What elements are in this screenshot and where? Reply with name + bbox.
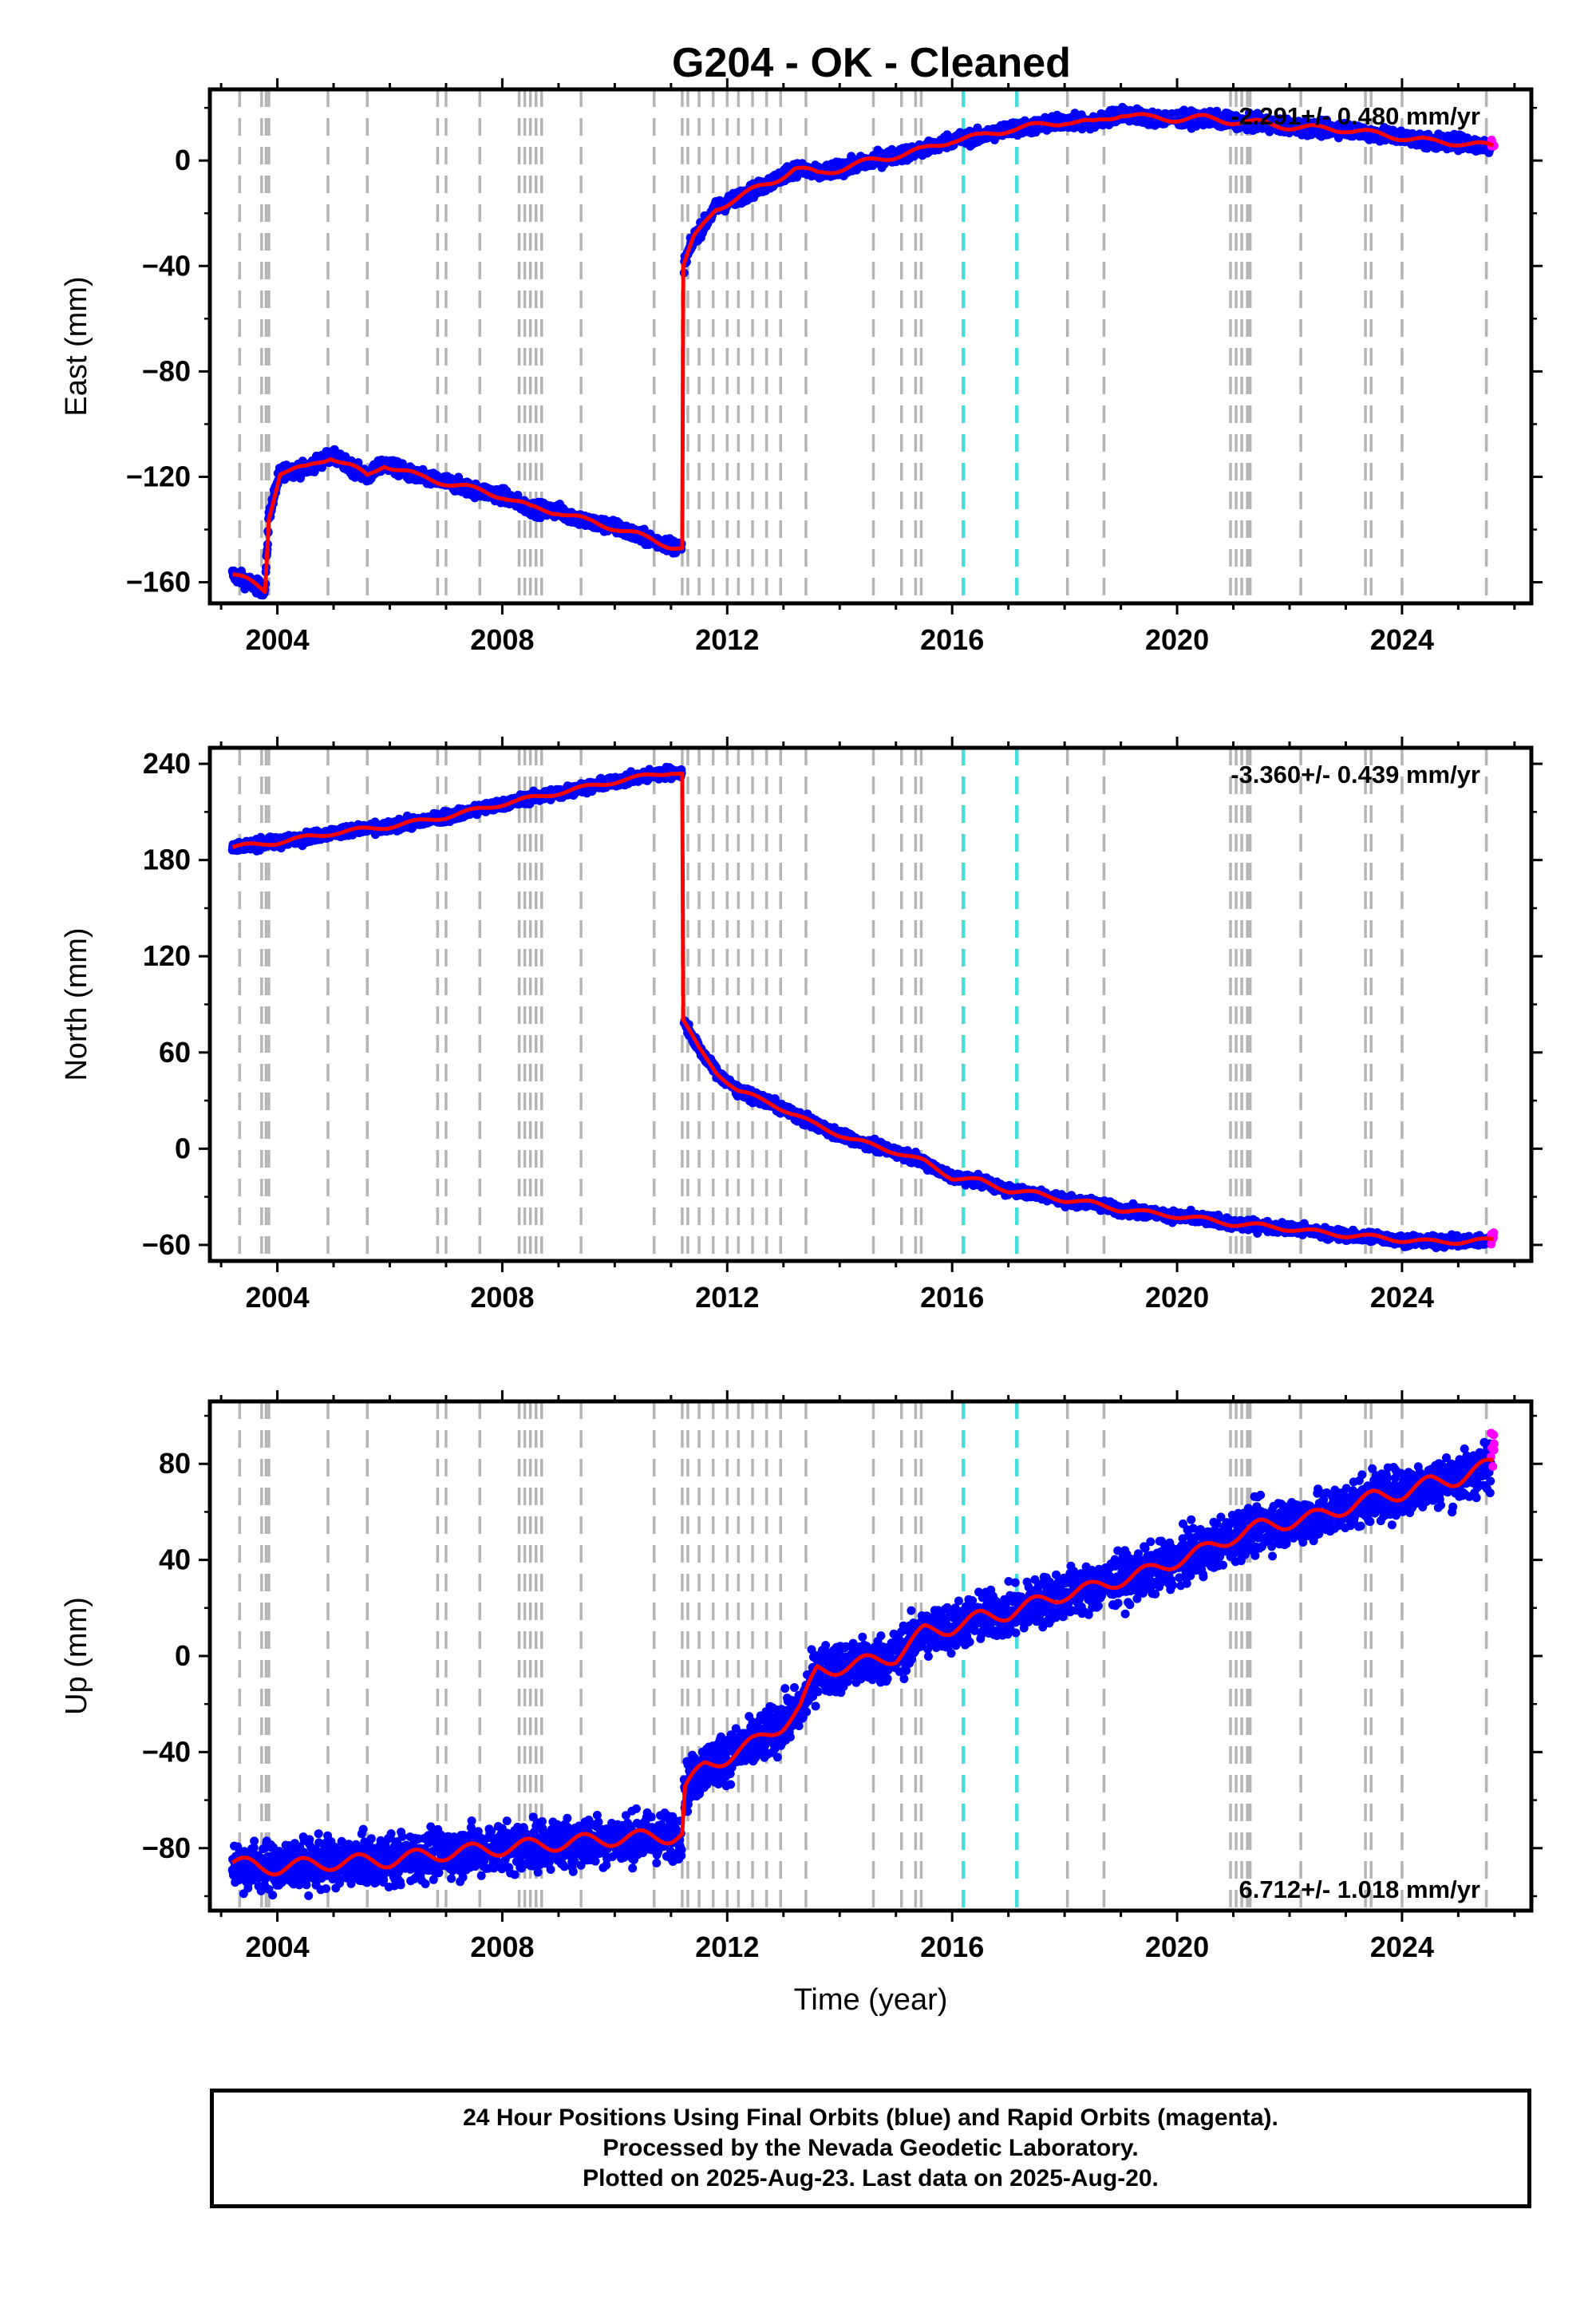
y-tick-label: 0 — [175, 144, 191, 176]
final-orbit-points — [227, 762, 1495, 1252]
final-orbit-points — [227, 102, 1495, 600]
x-tick-label: 2024 — [1370, 623, 1434, 656]
x-tick-label: 2004 — [246, 623, 310, 656]
model-line — [231, 112, 1495, 595]
x-tick-label: 2020 — [1145, 623, 1209, 656]
x-tick-label: 2016 — [920, 623, 984, 656]
x-tick-label: 2012 — [695, 623, 759, 656]
y-tick-label: −160 — [126, 566, 191, 599]
chart-title: G204 - OK - Cleaned — [672, 40, 1071, 86]
final-orbit-point — [639, 524, 649, 534]
y-axis-label: East (mm) — [60, 276, 93, 416]
y-tick-label: −80 — [142, 354, 191, 387]
panel-east: −160 −120 −80 −40 0 2004 2008 2012 2016 2020 2024 E… — [60, 78, 1543, 656]
y-tick-label: −120 — [126, 460, 191, 492]
y-tick-label: −40 — [142, 249, 191, 282]
panels: −160 −120 −80 −40 0 2004 2008 2012 2016 2020 2024 E… — [60, 78, 1543, 2017]
velocity-label: -2.291+/- 0.480 mm/yr — [1231, 102, 1480, 130]
x-tick-label: 2008 — [470, 623, 534, 656]
